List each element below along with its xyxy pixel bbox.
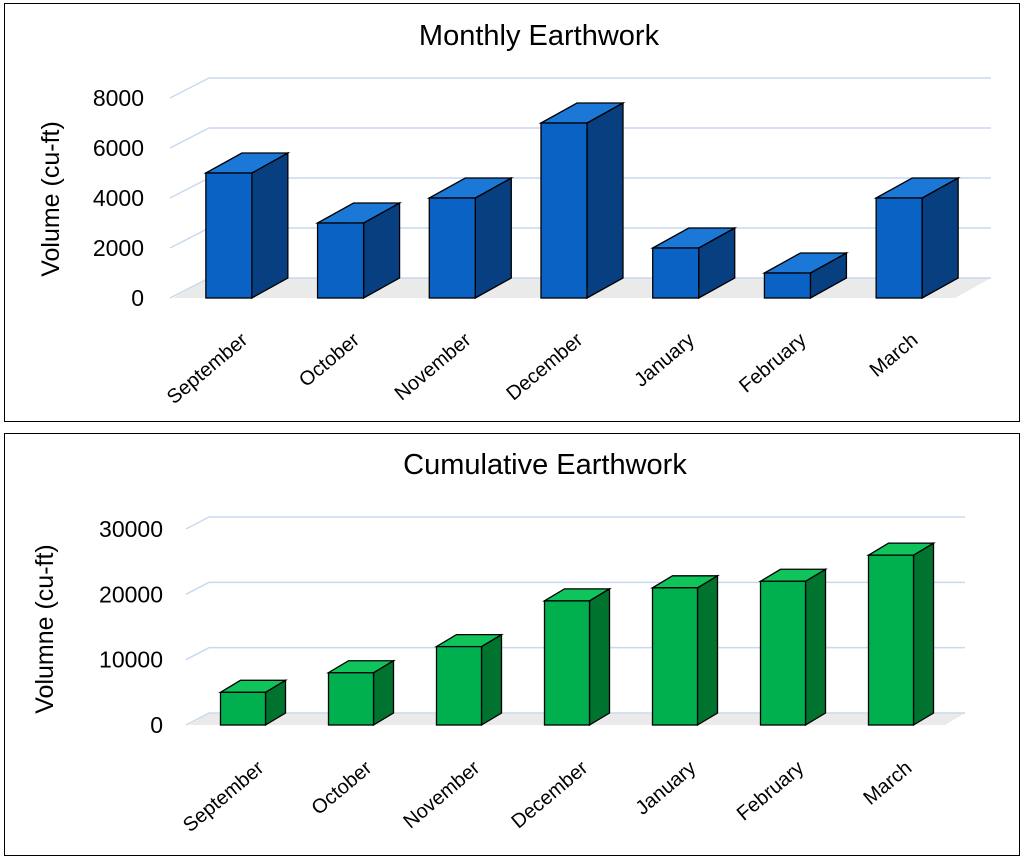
y-tick-label: 2000: [93, 235, 144, 261]
bar-front-face: [875, 197, 923, 299]
bar-side-face: [251, 151, 289, 300]
y-tick-label: 8000: [93, 85, 144, 111]
x-category-label: September: [163, 329, 252, 409]
bar-front-face: [540, 122, 588, 299]
bar-front-face: [543, 600, 591, 726]
bar-side-face: [480, 633, 503, 727]
chart-title: Cumulative Earthwork: [403, 449, 687, 481]
bar-front-face: [651, 587, 699, 726]
x-category-label: March: [866, 329, 923, 382]
bar-side-face: [588, 587, 611, 727]
y-axis-label: Volume (cu-ft): [37, 121, 65, 277]
gridline-diagonal: [185, 712, 210, 726]
monthly-earthwork-chart: Monthly Earthwork Volume (cu-ft) 0 2000 40…: [37, 20, 991, 409]
y-tick-label: 0: [131, 285, 144, 311]
gridline-diagonal: [185, 516, 210, 530]
x-category-label: October: [295, 329, 364, 392]
bar-side-face: [912, 541, 935, 727]
gridline-diagonal: [169, 77, 210, 99]
y-tick-label: 10000: [99, 647, 163, 673]
bar: [426, 176, 514, 300]
bar: [203, 151, 291, 300]
bar-side-face: [696, 574, 719, 727]
x-category-label: January: [632, 757, 701, 820]
bar-front-face: [759, 580, 807, 726]
y-tick-label: 4000: [93, 185, 144, 211]
bar: [542, 587, 612, 727]
bar-front-face: [316, 222, 365, 299]
y-tick-label: 30000: [99, 516, 163, 542]
x-category-label: January: [630, 329, 699, 392]
y-tick-label: 0: [150, 712, 163, 738]
bar-front-face: [428, 197, 476, 299]
bar: [538, 101, 626, 300]
bar-front-face: [867, 554, 915, 726]
y-axis-label: Volumne (cu-ft): [31, 544, 59, 714]
gridline-diagonal: [169, 177, 210, 199]
bar: [650, 574, 720, 727]
y-tick-label: 6000: [93, 135, 144, 161]
x-category-label: November: [399, 757, 484, 833]
bar: [873, 176, 961, 300]
bar: [218, 679, 288, 727]
x-category-label: December: [507, 757, 592, 833]
cumulative-earthwork-chart: Cumulative Earthwork Volumne (cu-ft) 0 10…: [31, 449, 965, 837]
bar: [315, 201, 403, 300]
bar-side-face: [921, 176, 959, 300]
bar-front-face: [219, 691, 267, 726]
bar-front-face: [763, 272, 812, 299]
bar-front-face: [205, 172, 253, 299]
bar-side-face: [804, 568, 827, 727]
monthly-earthwork-chart-panel: Monthly Earthwork Volume (cu-ft) 0 2000 40…: [4, 3, 1020, 422]
bar: [866, 541, 936, 727]
bar-front-face: [327, 672, 375, 726]
gridline-diagonal: [169, 127, 210, 149]
bar: [434, 633, 504, 727]
cumulative-earthwork-chart-panel: Cumulative Earthwork Volumne (cu-ft) 0 10…: [4, 433, 1020, 856]
bar-side-face: [586, 101, 624, 300]
bar: [761, 251, 849, 300]
gridline-diagonal: [169, 277, 210, 299]
x-category-label: November: [391, 329, 476, 405]
gridline-diagonal: [169, 227, 210, 249]
x-category-label: February: [735, 329, 810, 397]
bar: [326, 659, 396, 727]
x-category-label: September: [179, 757, 268, 837]
gridline-diagonal: [185, 647, 210, 661]
bar: [650, 226, 738, 300]
bar-side-face: [474, 176, 512, 300]
gridline-diagonal: [185, 581, 210, 595]
y-tick-label: 20000: [99, 581, 163, 607]
bar: [758, 568, 828, 727]
x-category-label: October: [308, 757, 377, 820]
x-category-label: March: [859, 757, 916, 810]
bar-front-face: [435, 645, 483, 726]
x-category-label: February: [733, 757, 808, 825]
bar-front-face: [652, 247, 700, 299]
x-category-label: December: [502, 329, 587, 405]
chart-title: Monthly Earthwork: [419, 20, 660, 52]
